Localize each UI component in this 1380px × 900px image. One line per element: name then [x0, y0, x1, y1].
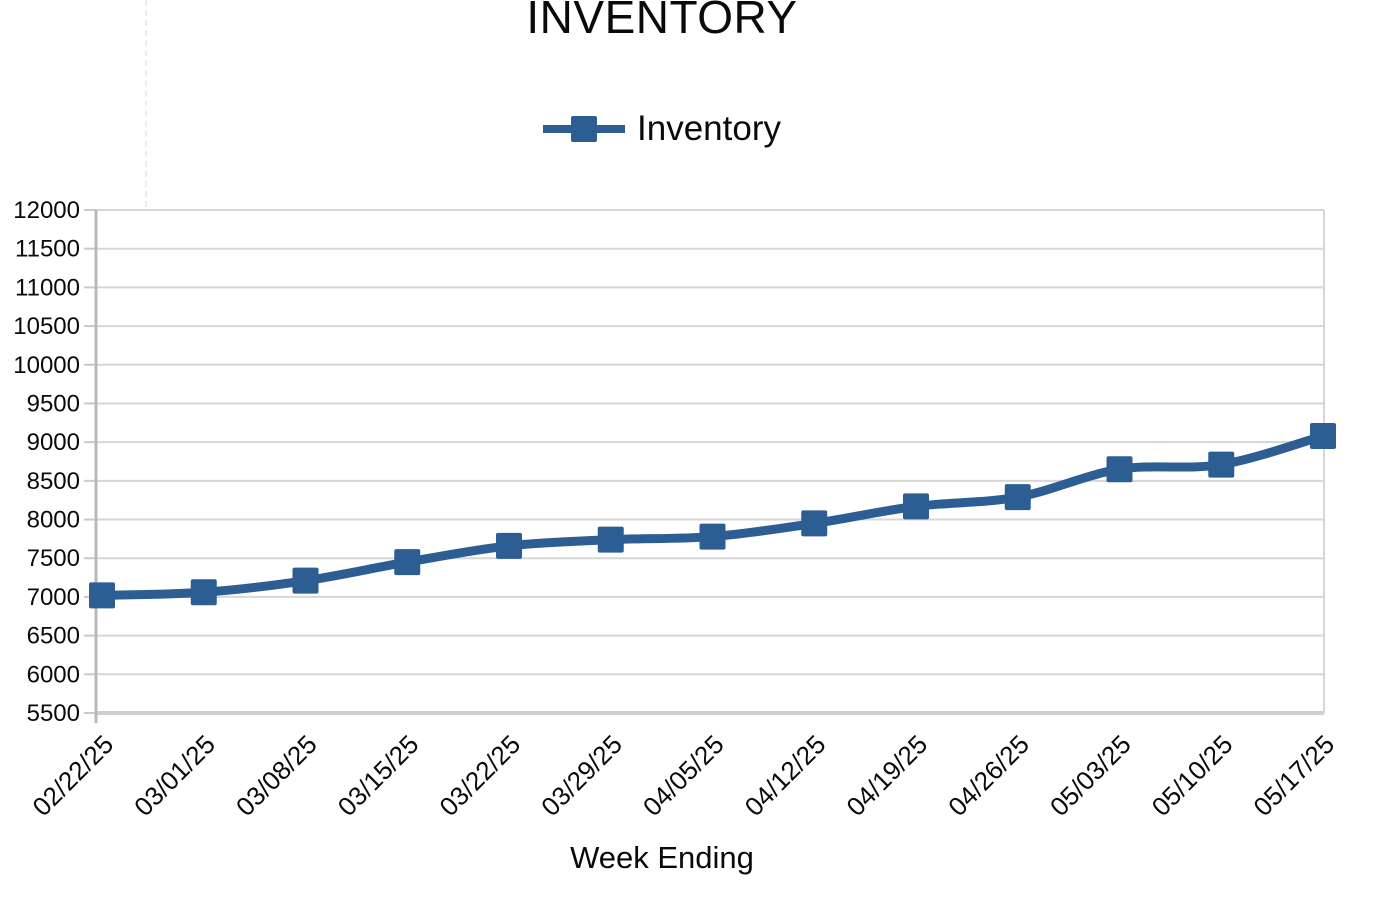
x-tick-label: 04/05/25: [637, 729, 730, 822]
data-point-marker: [292, 567, 319, 594]
y-tick-label: 6000: [27, 661, 80, 688]
series-line: [97, 431, 1328, 600]
legend-label: Inventory: [637, 109, 781, 148]
x-tick-label: 02/22/25: [26, 729, 119, 822]
chart-title: INVENTORY: [526, 0, 798, 43]
x-tick-label: 03/29/25: [535, 729, 628, 822]
y-tick-label: 8500: [27, 468, 80, 495]
y-tick-label: 12000: [13, 197, 80, 224]
data-point-marker: [1106, 456, 1133, 483]
data-point-marker: [1004, 484, 1031, 511]
y-tick-label: 8000: [27, 507, 80, 534]
y-tick-label: 5500: [27, 700, 80, 727]
data-point-marker: [699, 523, 726, 550]
y-tick-label: 11000: [15, 274, 80, 301]
y-tick-label: 10500: [13, 313, 80, 340]
data-point-marker: [394, 549, 421, 576]
x-tick-label: 05/03/25: [1044, 729, 1137, 822]
x-axis-title: Week Ending: [570, 840, 754, 875]
x-tick-label: 03/15/25: [332, 729, 425, 822]
x-tick-label: 03/22/25: [433, 729, 526, 822]
y-tick-label: 9000: [27, 429, 80, 456]
y-tick-label: 9500: [27, 390, 80, 417]
x-tick-label: 03/08/25: [230, 729, 323, 822]
y-tick-label: 10000: [13, 352, 80, 379]
y-tick-label: 7500: [27, 545, 80, 572]
data-point-marker: [496, 532, 522, 559]
legend-line-marker-icon: [543, 116, 626, 142]
x-tick-label: 04/19/25: [840, 729, 933, 822]
y-tick-label: 6500: [27, 623, 80, 650]
x-tick-label: 05/17/25: [1247, 729, 1340, 822]
faint-guide-line: [145, 0, 147, 207]
data-point-marker: [89, 582, 115, 609]
data-point-marker: [801, 510, 828, 537]
data-point-marker: [190, 579, 217, 606]
data-point-marker: [597, 526, 624, 553]
x-tick-label: 04/12/25: [739, 729, 832, 822]
x-tick-label: 03/01/25: [128, 729, 221, 822]
x-tick-label: 05/10/25: [1146, 729, 1239, 822]
y-tick-label: 11500: [15, 236, 80, 263]
legend: Inventory: [0, 107, 1324, 151]
data-point-marker: [1310, 422, 1336, 449]
x-tick-label: 04/26/25: [942, 729, 1035, 822]
data-point-marker: [903, 493, 929, 520]
data-point-marker: [1208, 451, 1235, 478]
y-tick-label: 7000: [27, 584, 80, 611]
